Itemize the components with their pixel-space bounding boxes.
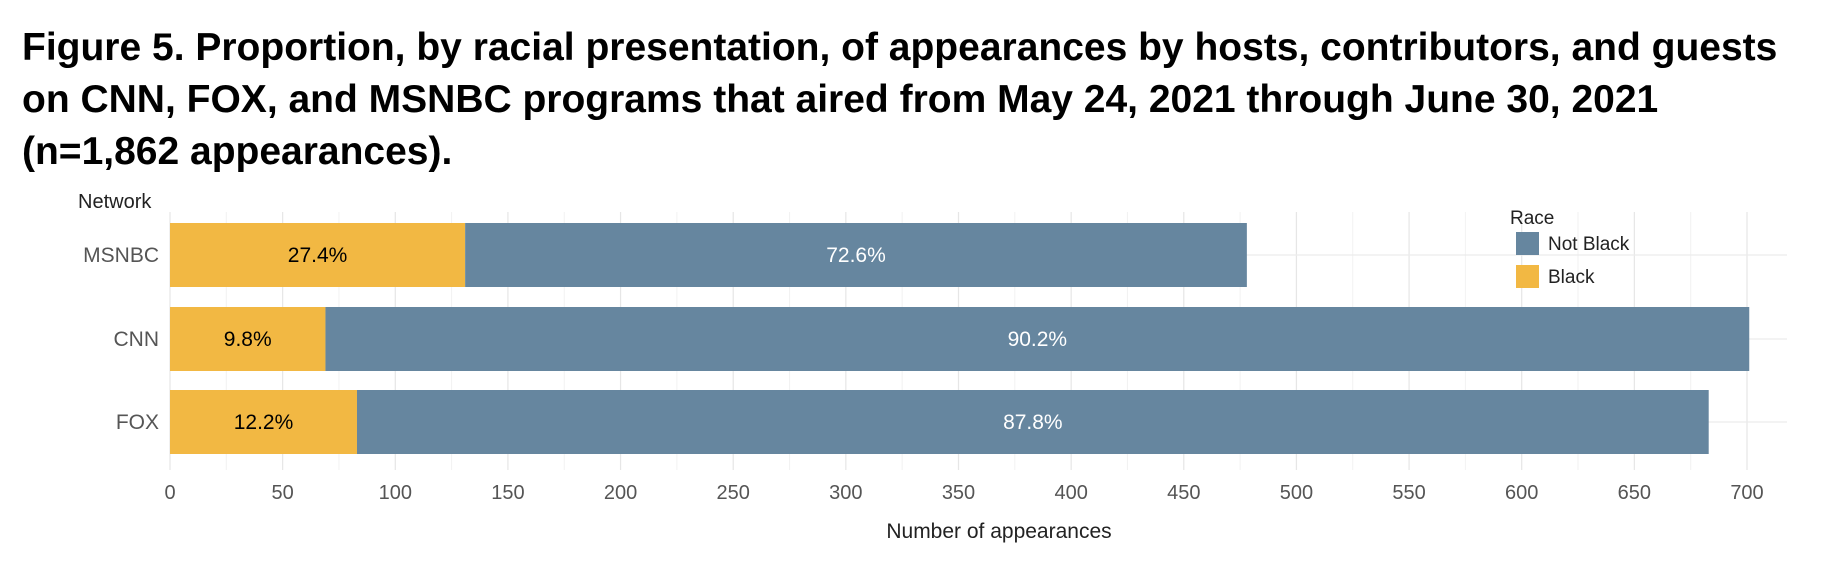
x-tick-label: 650: [1618, 482, 1651, 504]
x-tick-label: 500: [1280, 482, 1313, 504]
x-tick-label: 100: [379, 482, 412, 504]
y-category-label: CNN: [114, 328, 160, 351]
y-category-label: MSNBC: [83, 244, 159, 267]
legend: Race Not Black Black: [1510, 208, 1630, 288]
legend-swatch: [1516, 232, 1539, 255]
legend-swatch: [1516, 265, 1539, 288]
bar-segment: [170, 223, 466, 287]
y-category-label: FOX: [116, 411, 159, 434]
x-tick-label: 700: [1730, 482, 1763, 504]
bar-value-label: 87.8%: [1003, 411, 1063, 434]
bar-value-labels: 27.4% 72.6% 9.8% 90.2% 12.2% 87.8%: [224, 244, 1067, 434]
bar-segment: [170, 307, 326, 371]
x-tick-label: 450: [1167, 482, 1200, 504]
y-axis-title: Network: [78, 191, 152, 213]
x-tick-label: 200: [604, 482, 637, 504]
bar-value-label: 12.2%: [234, 411, 294, 434]
x-axis-title: Number of appearances: [886, 520, 1111, 543]
bar-value-label: 9.8%: [224, 328, 272, 351]
bar-segment: [325, 307, 1750, 371]
figure-title: Figure 5. Proportion, by racial presenta…: [22, 26, 1778, 173]
x-tick-label: 600: [1505, 482, 1538, 504]
x-tick-label: 50: [272, 482, 294, 504]
bar-value-label: 27.4%: [288, 244, 348, 267]
bar-segment: [170, 390, 357, 454]
bar-value-label: 72.6%: [826, 244, 886, 267]
axes: Network Number of appearances 0 50 100 150 2…: [78, 191, 1764, 543]
bar-value-label: 90.2%: [1008, 328, 1068, 351]
bar-segment: [465, 223, 1247, 287]
x-tick-label: 400: [1054, 482, 1087, 504]
x-tick-label: 300: [829, 482, 862, 504]
x-tick-label: 0: [164, 482, 175, 504]
legend-label: Black: [1548, 267, 1595, 288]
bars: [170, 223, 1750, 454]
x-tick-label: 350: [942, 482, 975, 504]
legend-title: Race: [1510, 208, 1554, 229]
x-tick-label: 150: [491, 482, 524, 504]
legend-label: Not Black: [1548, 234, 1630, 255]
x-tick-label: 550: [1392, 482, 1425, 504]
bar-segment: [356, 390, 1709, 454]
x-tick-label: 250: [717, 482, 750, 504]
